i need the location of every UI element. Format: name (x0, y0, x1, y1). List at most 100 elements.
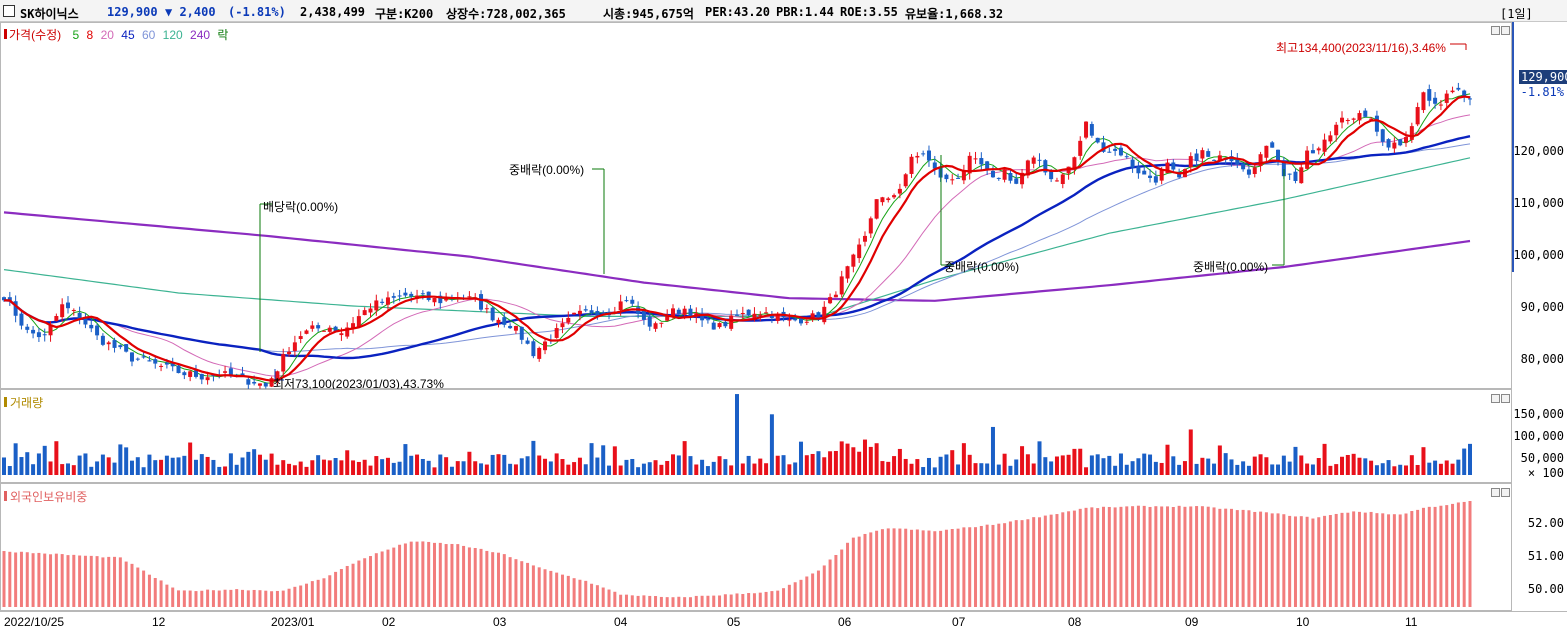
candle-body (159, 365, 164, 367)
volume-bar (310, 460, 315, 475)
foreign-bar (1218, 508, 1222, 607)
volume-bar (862, 439, 867, 475)
volume-bar (1118, 453, 1123, 475)
foreign-bar (875, 530, 879, 607)
legend-ma5[interactable]: 5 (72, 28, 80, 42)
price-legend: 가격(수정) 5 8 20 45 60 120 240 락 (4, 26, 232, 43)
volume-bar (1084, 467, 1089, 475)
volume-bar (1031, 463, 1036, 475)
candle-body (1351, 118, 1356, 120)
reserve-ratio: 유보율:1,668.32 (905, 7, 1004, 21)
foreign-bar (1177, 505, 1181, 607)
foreign-bar (944, 529, 948, 607)
volume-bar (1072, 448, 1077, 475)
candle-body (1124, 156, 1129, 158)
volume-bar (1374, 465, 1379, 475)
volume-bar (269, 453, 274, 475)
volume-bar (420, 458, 425, 475)
stock-name[interactable]: SK하이닉스 (20, 7, 79, 21)
volume-bar (601, 445, 606, 475)
foreign-bar (1456, 502, 1460, 607)
period-selector[interactable]: [1일] (1500, 7, 1533, 21)
foreign-bar (339, 569, 343, 607)
panel-maximize-button[interactable] (1501, 488, 1510, 497)
foreign-bar (136, 567, 140, 607)
foreign-bar (491, 552, 495, 607)
foreign-bar (1317, 517, 1321, 607)
foreign-bar (514, 559, 518, 607)
candle-body (1427, 89, 1432, 101)
volume-bar (525, 456, 530, 475)
candle-body (833, 294, 838, 298)
legend-rak[interactable]: 락 (217, 28, 229, 42)
date-label: 2022/10/25 (4, 615, 65, 629)
foreign-bar (31, 553, 35, 607)
candle-body (31, 329, 36, 334)
volume-bar (217, 466, 222, 475)
foreign-bar (1165, 506, 1169, 607)
foreign-bar (1253, 511, 1257, 607)
candle-body (83, 317, 88, 325)
panel-minimize-button[interactable] (1491, 488, 1500, 497)
candle-body (502, 317, 507, 325)
foreign-bar (1276, 513, 1280, 607)
foreign-bar (1357, 511, 1361, 607)
volume-bar (1188, 429, 1193, 475)
legend-ma240[interactable]: 240 (190, 28, 211, 42)
panel-minimize-button[interactable] (1491, 394, 1500, 403)
foreign-bar (985, 524, 989, 607)
volume-bar (54, 441, 59, 475)
panel-minimize-button[interactable] (1491, 26, 1500, 35)
foreign-bar (520, 561, 524, 607)
foreign-bar (444, 544, 448, 607)
candle-body (1444, 93, 1449, 103)
foreign-bar (101, 557, 105, 607)
legend-ma45[interactable]: 45 (121, 28, 135, 42)
volume-bar (1095, 454, 1100, 475)
foreign-bar (1026, 519, 1030, 607)
volume-bar (455, 461, 460, 475)
foreign-bar (1270, 513, 1274, 607)
foreign-bar (624, 594, 628, 607)
volume-bar (409, 455, 414, 475)
candle-body (519, 326, 524, 340)
volume-bar (735, 394, 739, 475)
foreign-bar (694, 595, 698, 607)
volume-bar (484, 464, 489, 475)
volume-bar (321, 459, 326, 475)
candle-body (531, 341, 536, 357)
panel-maximize-button[interactable] (1501, 26, 1510, 35)
volume-bar (135, 457, 140, 475)
candle-body (1078, 140, 1083, 156)
select-checkbox[interactable] (3, 5, 15, 17)
foreign-bar (630, 595, 634, 607)
legend-ma120[interactable]: 120 (162, 28, 183, 42)
foreign-bar (322, 578, 326, 607)
foreign-bar (1259, 511, 1263, 607)
foreign-bar (118, 557, 122, 607)
foreign-bar (956, 528, 960, 607)
volume-legend[interactable]: 거래량 (4, 394, 47, 411)
candle-body (252, 381, 257, 384)
legend-ma60[interactable]: 60 (141, 28, 156, 42)
candle-body (1404, 137, 1409, 143)
legend-price[interactable]: 가격(수정) (4, 28, 65, 42)
foreign-bar (1142, 505, 1146, 607)
candle-body (1212, 159, 1217, 161)
legend-ma20[interactable]: 20 (100, 28, 114, 42)
foreign-bar (560, 574, 564, 607)
candle-body (758, 314, 763, 316)
volume-bar (438, 454, 443, 475)
panel-maximize-button[interactable] (1501, 394, 1510, 403)
volume-bar (769, 414, 774, 475)
legend-ma8[interactable]: 8 (86, 28, 94, 42)
candle-body (752, 313, 757, 319)
ma240-line (3, 211, 1471, 302)
foreign-legend[interactable]: 외국인보유비중 (4, 488, 91, 505)
foreign-bar (217, 590, 221, 607)
candle-body (385, 297, 390, 305)
volume-bar (1008, 465, 1013, 475)
candle-body (1025, 160, 1030, 176)
volume-bar (1270, 464, 1275, 475)
volume-bar (228, 453, 233, 475)
